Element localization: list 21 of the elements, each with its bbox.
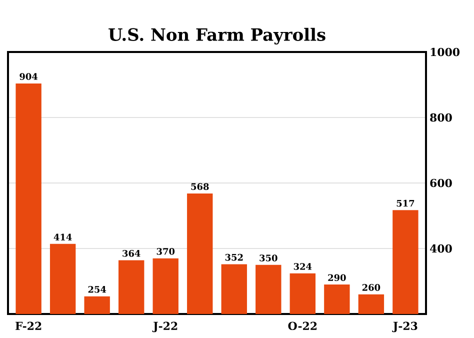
x-tick-label: O-22: [288, 322, 317, 330]
data-label: 517: [396, 200, 414, 207]
data-label: 352: [225, 254, 243, 261]
x-tick-label: J-23: [392, 322, 418, 332]
chart-title: U.S. Non Farm Payrolls: [108, 28, 326, 44]
data-label: 350: [260, 254, 278, 262]
data-label: 568: [191, 183, 209, 190]
x-tick-label: F-22: [16, 322, 42, 330]
y-tick-label: 600: [430, 178, 452, 188]
data-label: 414: [54, 234, 72, 240]
x-tick-label: J-22: [152, 322, 178, 332]
data-label: 364: [122, 250, 140, 257]
data-label: 904: [20, 73, 38, 80]
y-tick-label: 800: [430, 113, 452, 122]
data-label: 324: [294, 263, 312, 270]
y-tick-label: 400: [430, 244, 452, 253]
data-label: 370: [156, 248, 175, 255]
data-label: 254: [88, 286, 106, 293]
data-label: 290: [328, 274, 346, 282]
data-label: 260: [362, 284, 380, 291]
y-tick-label: 1000: [430, 48, 460, 56]
